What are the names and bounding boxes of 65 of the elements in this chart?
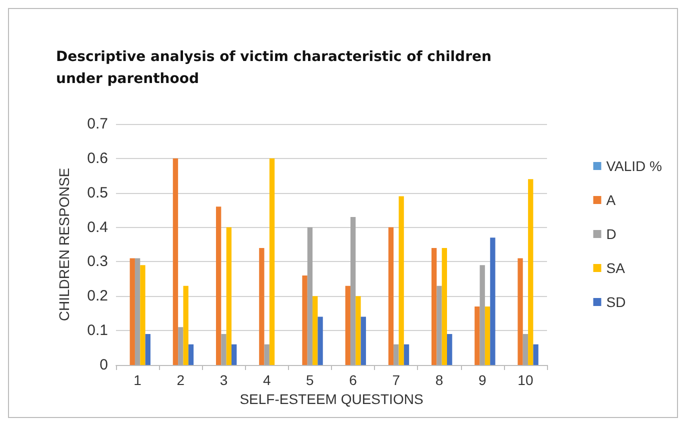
- bar: [302, 275, 308, 365]
- legend-label: VALID %: [606, 158, 662, 174]
- bar: [480, 265, 485, 365]
- bar: [398, 196, 404, 365]
- bar: [269, 158, 275, 365]
- bar: [350, 216, 356, 365]
- x-tick-label: 4: [262, 372, 271, 388]
- bar: [404, 344, 410, 365]
- bar: [356, 296, 361, 365]
- bar: [188, 344, 194, 365]
- x-axis-title: SELF-ESTEEM QUESTIONS: [240, 390, 424, 407]
- legend-label: SD: [606, 294, 626, 310]
- bar: [259, 248, 264, 365]
- x-tick-label: 1: [134, 372, 142, 388]
- bar: [447, 334, 452, 365]
- y-tick-label: 0.2: [87, 288, 108, 305]
- bar: [394, 344, 399, 365]
- x-tick-label: 10: [518, 372, 534, 388]
- bar: [130, 258, 135, 365]
- bar: [431, 248, 437, 365]
- bar: [140, 265, 146, 365]
- y-tick-label: 0.5: [87, 184, 108, 202]
- x-tick-label: 3: [220, 372, 228, 388]
- bar: [442, 248, 448, 365]
- bar: [172, 158, 178, 365]
- bar: [312, 296, 318, 365]
- legend-label: D: [606, 226, 616, 242]
- chart-title: Descriptive analysis of victim characteristic of children under parenthood: [56, 49, 496, 87]
- bar: [360, 316, 366, 365]
- bar: [134, 258, 140, 365]
- x-tick-label: 6: [349, 372, 358, 388]
- bar: [474, 306, 480, 365]
- bar: [216, 206, 222, 365]
- bar: [436, 286, 442, 365]
- y-tick-label: 0: [100, 356, 108, 374]
- x-tick-label: 5: [306, 372, 314, 388]
- bar: [484, 306, 490, 365]
- y-tick-label: 0.3: [87, 253, 108, 270]
- bar: [522, 334, 528, 365]
- y-tick-label: 0.7: [87, 116, 108, 132]
- bar: [178, 327, 184, 365]
- bar: [388, 227, 394, 365]
- bar: [145, 334, 150, 365]
- bar: [345, 286, 350, 365]
- y-tick-label: 0.6: [87, 150, 108, 167]
- y-tick-label: 0.4: [87, 218, 108, 236]
- bar: [232, 344, 237, 365]
- bar: [307, 227, 313, 365]
- x-tick-label: 9: [478, 372, 486, 388]
- bar: [264, 344, 270, 365]
- bar: [183, 286, 188, 365]
- bar: [490, 238, 496, 365]
- y-axis-title: CHILDREN RESPONSE: [56, 168, 72, 322]
- bar: [318, 316, 323, 365]
- bar: [221, 334, 226, 365]
- bar: [518, 258, 523, 365]
- x-tick-label: 7: [392, 372, 400, 388]
- legend-label: SA: [606, 260, 626, 276]
- bar: [528, 179, 534, 365]
- x-tick-label: 2: [176, 372, 185, 388]
- legend-label: A: [606, 192, 616, 208]
- bar: [533, 344, 538, 365]
- y-tick-label: 0.1: [87, 322, 108, 340]
- bar: [226, 227, 232, 365]
- x-tick-label: 8: [435, 372, 444, 388]
